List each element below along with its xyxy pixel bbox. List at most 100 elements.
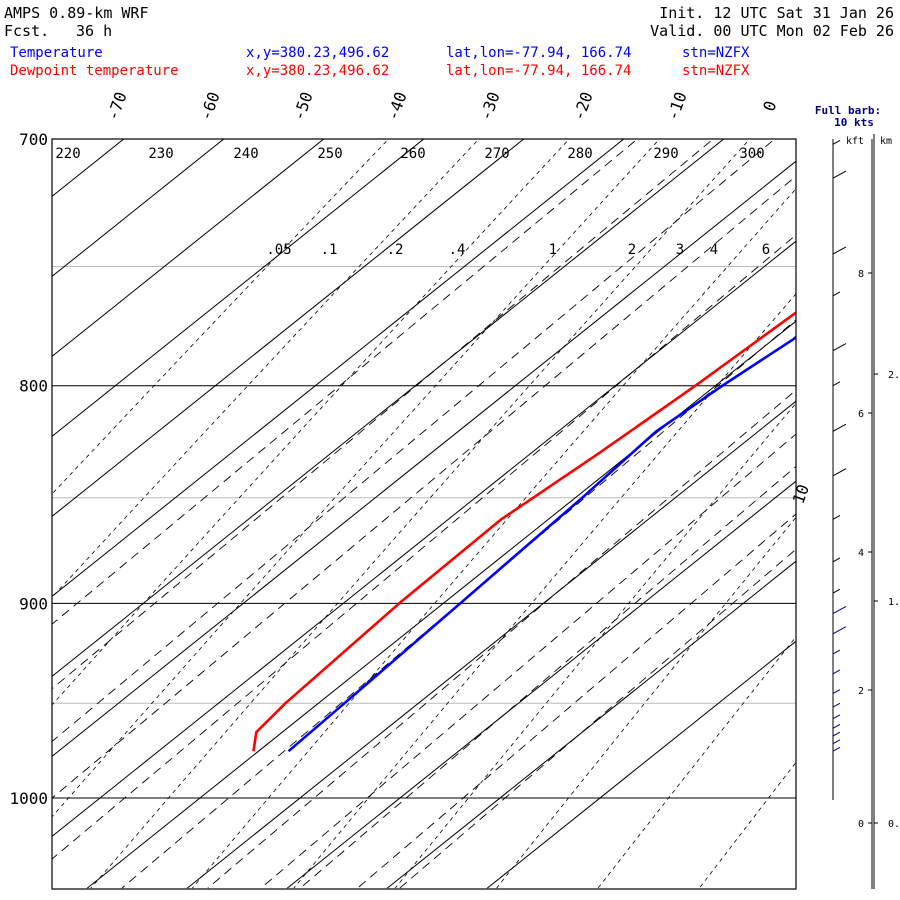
mixing-ratio-label: 4: [710, 242, 718, 258]
isotherm-line: [487, 640, 796, 889]
kft-tick-label: 4: [858, 548, 864, 559]
temperature-tick-label: -20: [569, 89, 597, 123]
isotherm-line: [87, 320, 796, 889]
temperature-tick-label: -10: [663, 89, 691, 123]
legend-dewpoint-latlon: lat,lon=-77.94, 166.74: [446, 63, 632, 79]
wind-barb: [832, 291, 841, 297]
wind-barb: [832, 714, 841, 720]
mixing-ratio-label: 2: [628, 242, 636, 258]
temperature-tick-label: -40: [383, 89, 411, 123]
mixing-ratio-label: .2: [387, 242, 404, 258]
temperature-tick-label: -50: [289, 89, 317, 123]
dry-adiabat-line: [496, 516, 796, 889]
mixing-ratio-label: .05: [266, 242, 291, 258]
dry-adiabat-line: [293, 293, 796, 889]
wind-barb: [832, 557, 841, 563]
dewpoint-profile-line: [252, 310, 796, 752]
theta-label: 280: [567, 146, 592, 162]
mixing-ratio-line: [357, 513, 796, 889]
plot-frame: [51, 138, 797, 890]
isotherm-line: [52, 139, 225, 278]
wind-barb: [832, 746, 841, 752]
wind-barb: [832, 170, 847, 179]
init-time: Init. 12 UTC Sat 31 Jan 26: [659, 4, 894, 22]
valid-time: Valid. 00 UTC Mon 02 Feb 26: [650, 22, 894, 40]
legend-temperature-name: Temperature: [10, 45, 103, 61]
dry-adiabat-line: [52, 139, 570, 706]
mixing-ratio-label: 1: [549, 242, 557, 258]
temperature-tick-label: -70: [103, 89, 131, 123]
mixing-ratio-line: [52, 234, 796, 860]
km-axis-label: km: [880, 136, 892, 147]
model-title: AMPS 0.89-km WRF: [4, 4, 149, 22]
km-tick-label: 1.: [888, 597, 900, 608]
isotherm-line: [52, 139, 325, 358]
wind-barb: [832, 588, 841, 594]
dry-adiabat-line: [394, 402, 796, 889]
wind-barb: [832, 515, 841, 520]
wind-barb: [832, 739, 841, 745]
isotherm-line: [52, 160, 796, 758]
wind-barb: [832, 605, 847, 615]
mixing-ratio-line: [299, 465, 796, 889]
kft-tick-label: 2: [858, 686, 864, 697]
legend-temperature-xy: x,y=380.23,496.62: [246, 45, 390, 61]
temperature-tick-label: -30: [476, 89, 504, 123]
isotherm-line: [52, 240, 796, 838]
mixing-ratio-line: [52, 139, 776, 743]
temperature-tick-label: -60: [196, 89, 224, 123]
theta-label: 270: [484, 146, 509, 162]
mixing-ratio-line: [260, 433, 796, 889]
wind-barb: [832, 423, 847, 432]
mixing-ratio-label: 6: [762, 242, 770, 258]
theta-label: 300: [739, 146, 764, 162]
mixing-ratio-line: [52, 139, 714, 690]
dry-adiabat-line: [192, 188, 796, 889]
mixing-ratio-line: [207, 389, 796, 889]
legend-dewpoint-name: Dewpoint temperature: [10, 63, 179, 79]
wind-barb: [832, 246, 847, 255]
forecast-label: Fcst.: [4, 22, 50, 40]
barb-legend-line1: Full barb:: [815, 104, 881, 117]
wind-barb: [832, 468, 847, 477]
legend-dewpoint-xy: x,y=380.23,496.62: [246, 63, 390, 79]
temperature-profile-line: [287, 335, 796, 753]
dry-adiabat-line: [52, 139, 480, 598]
mixing-ratio-line: [52, 175, 796, 799]
wind-barb: [832, 626, 847, 635]
wind-barb: [832, 731, 841, 737]
theta-label: 290: [653, 146, 678, 162]
km-tick-label: 2.: [888, 370, 900, 381]
wind-barb: [832, 649, 841, 655]
dry-adiabat-line: [52, 139, 390, 495]
kft-axis-label: kft: [846, 136, 864, 147]
isotherm-line: [187, 400, 796, 889]
dry-adiabat-line: [801, 112, 900, 888]
theta-label: 260: [400, 146, 425, 162]
isotherm-line: [52, 139, 525, 518]
isotherm-line: [287, 480, 796, 889]
kft-tick-label: 0: [858, 819, 864, 830]
legend-temperature-station: stn=NZFX: [682, 45, 750, 61]
mixing-ratio-label: .4: [449, 242, 466, 258]
mixing-ratio-label: 3: [676, 242, 684, 258]
legend-dewpoint-station: stn=NZFX: [682, 63, 750, 79]
pressure-tick-label: 1000: [9, 789, 48, 808]
kft-tick-label: 6: [858, 409, 864, 420]
theta-label: 220: [55, 146, 80, 162]
wind-barb: [832, 669, 841, 675]
pressure-tick-label: 900: [19, 594, 48, 613]
theta-label: 230: [148, 146, 173, 162]
isotherm-line: [52, 139, 425, 438]
pressure-tick-label: 700: [19, 130, 48, 149]
wind-barb: [832, 724, 841, 729]
mixing-ratio-line: [399, 548, 796, 889]
mixing-ratio-line: [52, 139, 639, 625]
legend-temperature-latlon: lat,lon=-77.94, 166.74: [446, 45, 632, 61]
theta-label: 250: [317, 146, 342, 162]
isotherm-line: [52, 139, 725, 678]
theta-label: 240: [233, 146, 258, 162]
wind-barb: [832, 689, 841, 694]
temperature-tick-label: 10: [789, 482, 813, 507]
